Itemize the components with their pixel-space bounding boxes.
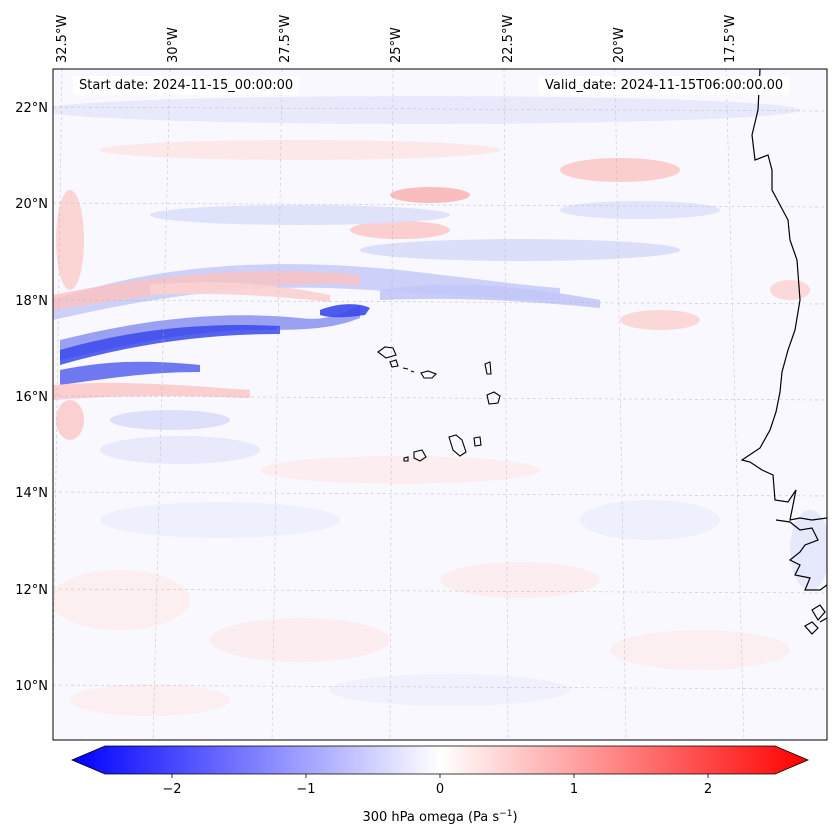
colorbar-body (70, 745, 810, 775)
colorbar-label-close: ) (512, 810, 517, 825)
colorbar: −2 −1 0 1 2 300 hPa omega (Pa s−1) (70, 745, 810, 825)
lon-label-22-5w: 22.5°W (501, 15, 516, 63)
colorbar-ticks (171, 774, 709, 778)
colorbar-tick-label: 0 (436, 782, 444, 797)
latitude-labels: 22°N 20°N 18°N 16°N 14°N 12°N 10°N (15, 101, 48, 694)
lat-label-10n: 10°N (15, 679, 48, 694)
cape-verde-islands (377, 346, 501, 462)
longitude-labels: 32.5°W 30°W 27.5°W 25°W 22.5°W 20°W 17.5… (55, 15, 738, 63)
colorbar-tick-label: −1 (296, 782, 315, 797)
lat-label-12n: 12°N (15, 583, 48, 598)
lon-label-17-5w: 17.5°W (723, 15, 738, 63)
lon-label-30w: 30°W (166, 27, 181, 63)
lat-label-22n: 22°N (15, 101, 48, 116)
lat-label-14n: 14°N (15, 486, 48, 501)
lon-label-32-5w: 32.5°W (55, 15, 70, 63)
valid-date-label: Valid_date: 2024-11-15T06:00:00.00 (539, 76, 790, 95)
colorbar-label: 300 hPa omega (Pa s−1) (362, 809, 517, 825)
lon-label-25w: 25°W (389, 27, 404, 63)
coastline (740, 69, 827, 635)
colorbar-label-main: 300 hPa omega (Pa s (362, 810, 499, 825)
gridlines (53, 69, 827, 740)
lon-label-20w: 20°W (612, 27, 627, 63)
colorbar-tick-label: −2 (162, 782, 181, 797)
colorbar-label-sup: −1 (499, 809, 512, 819)
start-date-label: Start date: 2024-11-15_00:00:00 (73, 76, 300, 95)
lon-label-27-5w: 27.5°W (278, 15, 293, 63)
map-panel (52, 68, 828, 741)
colorbar-tick-label: 2 (704, 782, 712, 797)
lat-label-18n: 18°N (15, 294, 48, 309)
lat-label-16n: 16°N (15, 390, 48, 405)
omega-field (53, 96, 827, 716)
colorbar-tick-label: 1 (570, 782, 578, 797)
africa-coast (740, 69, 827, 521)
lat-label-20n: 20°N (15, 197, 48, 212)
